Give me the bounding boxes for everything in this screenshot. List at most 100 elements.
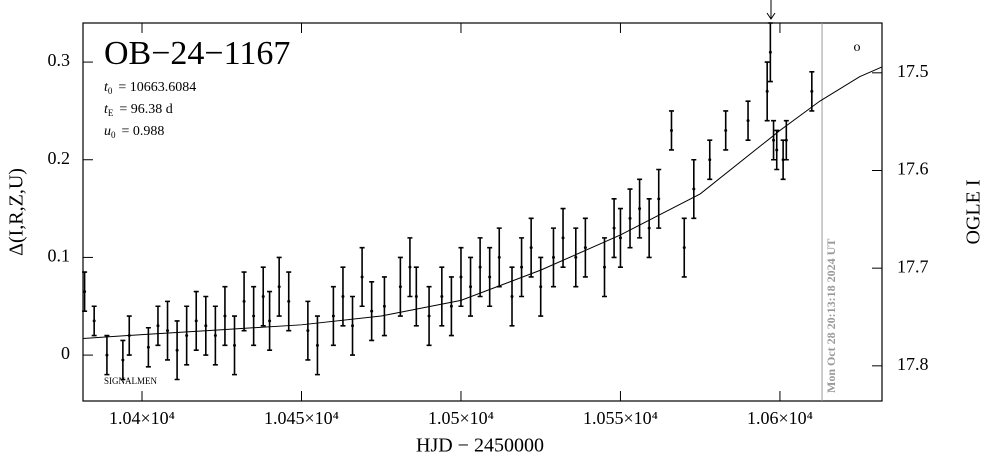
- data-point: [574, 255, 578, 259]
- y2-tick-label: 17.8: [897, 354, 929, 374]
- data-point: [351, 324, 355, 328]
- data-point: [520, 265, 524, 269]
- timestamp: Mon Oct 28 20:13:18 2024 UT: [824, 239, 838, 393]
- data-point: [768, 50, 772, 54]
- data-point: [83, 290, 87, 294]
- parameter: tE = 96.38 d: [104, 102, 173, 118]
- parameter: t0 = 10663.6084: [104, 80, 196, 96]
- data-point: [692, 187, 696, 191]
- data-point: [414, 294, 418, 298]
- data-point: [449, 304, 453, 308]
- data-points: [82, 22, 815, 381]
- data-point: [370, 309, 374, 313]
- arrow: [766, 0, 776, 20]
- parameter: u0 = 0.988: [104, 124, 164, 140]
- data-point: [612, 226, 616, 230]
- data-point: [427, 314, 431, 318]
- data-point: [242, 299, 246, 303]
- data-point: [287, 299, 291, 303]
- data-point: [223, 314, 227, 318]
- data-point: [784, 138, 788, 142]
- data-point: [618, 236, 622, 240]
- data-point: [669, 128, 673, 132]
- data-point: [360, 275, 364, 279]
- data-point: [121, 358, 125, 362]
- y2-axis-label: OGLE I: [963, 180, 985, 245]
- y-tick-label: 0.1: [48, 246, 71, 266]
- param-subscript: 0: [108, 86, 113, 96]
- data-point: [628, 216, 632, 220]
- data-point: [213, 334, 217, 338]
- footer-text: SIGNALMEN: [104, 376, 157, 386]
- data-point: [306, 329, 310, 333]
- data-point: [156, 324, 160, 328]
- x-tick-label: 1.04×10⁴: [109, 408, 175, 428]
- data-point: [638, 207, 642, 211]
- data-point: [810, 89, 814, 93]
- data-point: [185, 334, 189, 338]
- x-tick-label: 1.06×10⁴: [747, 408, 813, 428]
- data-point: [775, 148, 779, 152]
- param-text: = 96.38 d: [119, 102, 172, 117]
- param-text: = 0.988: [122, 124, 165, 139]
- data-point: [583, 246, 587, 250]
- data-point: [603, 265, 607, 269]
- data-point: [647, 226, 651, 230]
- data-point: [146, 345, 150, 349]
- data-point: [765, 89, 769, 93]
- data-point: [440, 294, 444, 298]
- y-axis-label: Δ(I,R,Z,U): [6, 168, 28, 256]
- data-point: [561, 236, 565, 240]
- corner-symbol: o: [854, 40, 861, 55]
- data-point: [204, 324, 208, 328]
- param-subscript: 0: [111, 130, 116, 140]
- x-tick-label: 1.055×10⁴: [583, 408, 658, 428]
- data-point: [315, 343, 319, 347]
- x-axis-label: HJD − 2450000: [416, 435, 544, 457]
- data-point: [408, 265, 412, 269]
- data-point: [478, 265, 482, 269]
- data-point: [724, 128, 728, 132]
- data-point: [92, 319, 96, 323]
- y2-tick-label: 17.5: [897, 61, 929, 81]
- data-point: [459, 275, 463, 279]
- data-point: [708, 158, 712, 162]
- x-tick-label: 1.045×10⁴: [264, 408, 339, 428]
- data-point: [772, 138, 776, 142]
- param-subscript: E: [108, 108, 114, 118]
- y-tick-label: 0: [61, 343, 70, 363]
- data-point: [551, 255, 555, 259]
- x-tick-label: 1.05×10⁴: [428, 408, 494, 428]
- data-point: [657, 197, 661, 201]
- data-point: [331, 314, 335, 318]
- y2-tick-label: 17.6: [897, 159, 929, 179]
- data-point: [261, 294, 265, 298]
- data-point: [268, 319, 272, 323]
- param-text: = 10663.6084: [118, 80, 196, 95]
- data-point: [194, 319, 198, 323]
- data-point: [277, 285, 281, 289]
- data-point: [488, 275, 492, 279]
- param-symbol: t: [104, 80, 109, 95]
- data-point: [539, 285, 543, 289]
- data-point: [105, 353, 109, 357]
- data-point: [252, 314, 256, 318]
- data-point: [746, 119, 750, 123]
- data-point: [175, 348, 179, 352]
- plot-frame: [82, 22, 883, 402]
- data-point: [529, 246, 533, 250]
- data-point: [682, 246, 686, 250]
- y2-tick-label: 17.7: [897, 256, 929, 276]
- chart-title: OB−24−1167: [104, 35, 290, 72]
- data-point: [341, 294, 345, 298]
- model-curve: [82, 66, 883, 339]
- param-symbol: u: [104, 124, 111, 139]
- param-symbol: t: [104, 102, 109, 117]
- data-point: [166, 329, 170, 333]
- data-point: [497, 255, 501, 259]
- data-point: [510, 294, 514, 298]
- data-point: [398, 285, 402, 289]
- data-point: [233, 343, 237, 347]
- y-tick-label: 0.3: [48, 50, 71, 70]
